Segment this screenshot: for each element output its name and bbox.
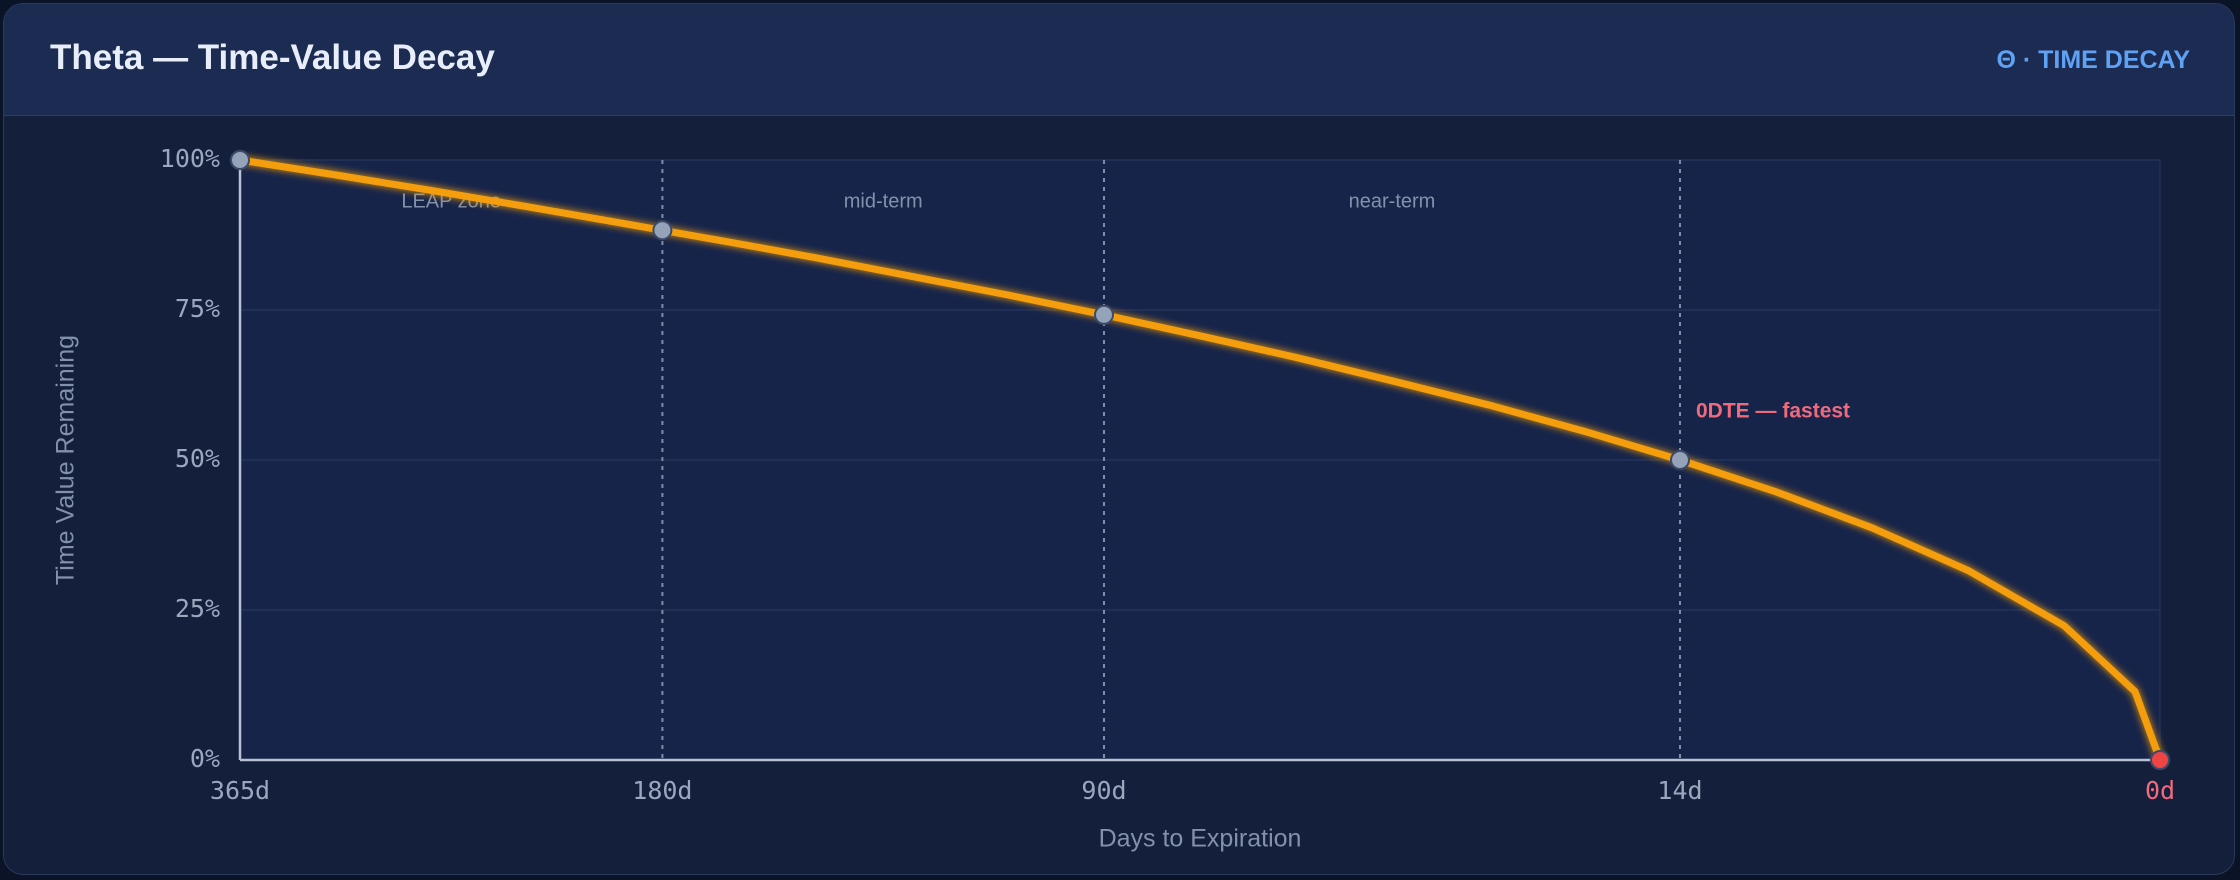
- marker: [230, 150, 250, 170]
- x-tick-label: 365d: [210, 776, 270, 805]
- y-tick-label: 25%: [175, 594, 220, 623]
- marker: [652, 220, 673, 241]
- marker: [1094, 304, 1114, 325]
- y-tick-label: 0%: [190, 744, 220, 773]
- decay-line: [236, 156, 2164, 764]
- y-tick-label: 100%: [160, 144, 220, 173]
- x-tick-label: 0d: [2145, 776, 2175, 805]
- y-tick-label: 75%: [175, 294, 220, 323]
- y-tick-label: 50%: [175, 444, 220, 473]
- x-tick-label: 90d: [1081, 776, 1126, 805]
- x-tick-label: 180d: [632, 776, 692, 805]
- zone-label: near-term: [1349, 190, 1436, 212]
- zone-label: mid-term: [844, 190, 923, 212]
- x-axis-label: Days to Expiration: [1099, 825, 1302, 853]
- annotation: 0DTE — fastest: [1696, 400, 1850, 423]
- marker: [1670, 450, 1690, 470]
- header: Theta — Time-Value Decay Θ · TIME DECAY: [4, 4, 2234, 116]
- marker: [2150, 750, 2170, 770]
- y-axis-label: Time Value Remaining: [52, 335, 80, 585]
- x-tick-label: 14d: [1657, 776, 1702, 805]
- badge: Θ · TIME DECAY: [1996, 46, 2190, 74]
- title: Theta — Time-Value Decay: [50, 38, 495, 77]
